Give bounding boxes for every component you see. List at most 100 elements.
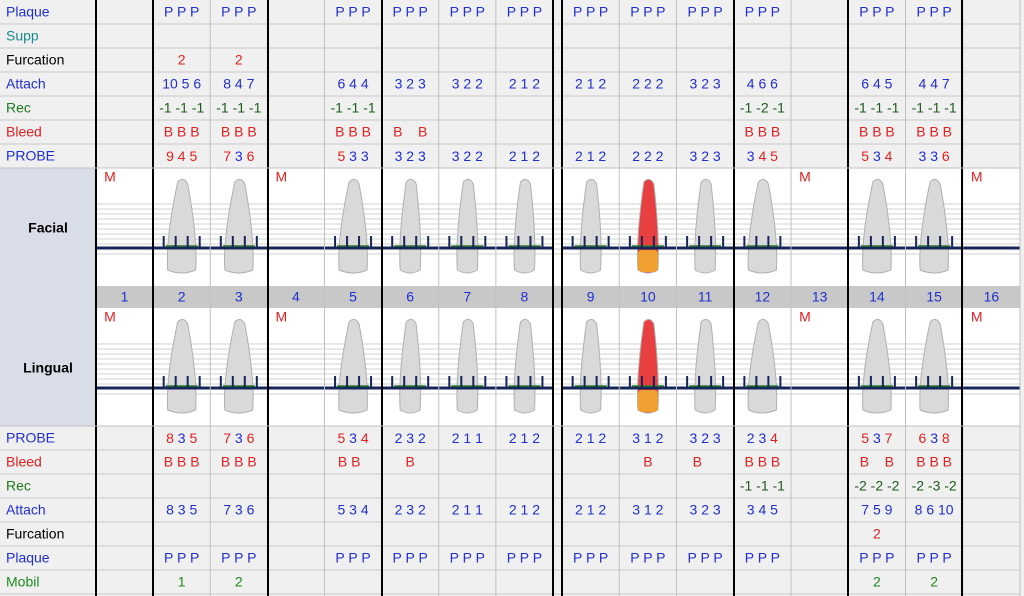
cell-value: P P P <box>687 550 722 566</box>
cell-value: P P P <box>393 4 428 20</box>
missing-mark: M <box>971 309 983 325</box>
row-label: Mobil <box>6 574 39 590</box>
probe-depth: 2 <box>598 148 606 164</box>
tooth <box>399 178 422 274</box>
probe-depth: 2 <box>656 430 664 446</box>
missing-mark: M <box>799 169 811 185</box>
cell-value: 9 4 5 <box>166 148 197 164</box>
probe-depth: 4 <box>758 148 770 164</box>
row-label: Furcation <box>6 526 64 542</box>
restoration <box>637 250 658 272</box>
probe-depth: 4 <box>885 148 893 164</box>
cell-value: 2 1 2 <box>509 148 540 164</box>
cell-value: P P P <box>221 4 256 20</box>
cell-value: 2 <box>235 52 243 68</box>
probe-depth: 4 <box>178 148 190 164</box>
restoration <box>637 390 658 412</box>
tooth <box>399 318 422 414</box>
probe-depth: 3 <box>690 430 702 446</box>
cell-value: 6 4 4 <box>337 76 368 92</box>
cell-value: P P P <box>745 550 780 566</box>
probe-depth: 5 <box>337 430 349 446</box>
cell-value: 2 3 2 <box>395 430 426 446</box>
row-label: Furcation <box>6 52 64 68</box>
cell-value: 2 3 4 <box>747 430 778 446</box>
probe-depth: 5 <box>770 148 778 164</box>
cell-value: 4 4 7 <box>919 76 950 92</box>
cell-value: -1 -1 -1 <box>854 100 899 116</box>
cell-value: B B B <box>221 454 257 470</box>
probe-depth: 5 <box>861 430 873 446</box>
missing-mark: M <box>799 309 811 325</box>
probe-depth: 3 <box>235 430 247 446</box>
cell-value: 2 1 2 <box>575 76 606 92</box>
tooth-number: 6 <box>406 289 414 305</box>
probe-depth: 3 <box>713 430 721 446</box>
cell-value: 8 6 10 <box>915 502 954 518</box>
missing-mark: M <box>276 309 288 325</box>
probe-depth: 2 <box>509 430 521 446</box>
cell-value: 2 <box>178 52 186 68</box>
probe-depth: 1 <box>644 430 656 446</box>
cell-value: 5 3 4 <box>861 148 892 164</box>
cell-value: -1 -2 -1 <box>740 100 785 116</box>
cell-value: P P P <box>916 550 951 566</box>
probe-depth: 6 <box>247 430 255 446</box>
probe-depth: 3 <box>418 148 426 164</box>
tooth-number: 13 <box>812 289 828 305</box>
cell-value: 1 <box>178 574 186 590</box>
number-row-bg <box>96 286 1020 308</box>
cell-value: P P P <box>164 4 199 20</box>
tooth-number: 11 <box>698 289 713 305</box>
probe-depth: 7 <box>885 430 893 446</box>
cell-value: 3 4 5 <box>747 148 778 164</box>
tooth <box>513 178 536 274</box>
tooth <box>862 178 892 274</box>
probe-depth: 3 <box>632 430 644 446</box>
probe-depth: 3 <box>873 430 885 446</box>
probe-depth: 2 <box>395 430 407 446</box>
probe-depth: 2 <box>418 430 426 446</box>
probe-depth: 1 <box>587 148 599 164</box>
row-label: PROBE <box>6 148 55 164</box>
probe-depth: 3 <box>747 148 759 164</box>
row-label: Supp <box>6 28 39 44</box>
label-panel <box>0 168 96 426</box>
probe-depth: 3 <box>713 148 721 164</box>
tooth-number: 4 <box>292 289 300 305</box>
section-label: Facial <box>28 220 68 236</box>
probe-depth: 6 <box>919 430 931 446</box>
cell-value: 3 2 2 <box>452 76 483 92</box>
cell-value: P P P <box>573 4 608 20</box>
cell-value: B B B <box>335 124 371 140</box>
cell-value: P P P <box>859 550 894 566</box>
probe-depth: 3 <box>178 430 190 446</box>
probe-depth: 1 <box>521 430 533 446</box>
cell-value: 8 3 5 <box>166 430 197 446</box>
probe-depth: 7 <box>223 148 235 164</box>
cell-value: 7 3 6 <box>223 148 254 164</box>
probe-depth: 2 <box>644 148 656 164</box>
tooth-number: 12 <box>755 289 771 305</box>
tooth <box>166 178 197 274</box>
probe-depth: 3 <box>361 148 369 164</box>
missing-mark: M <box>104 309 116 325</box>
probe-depth: 2 <box>598 430 606 446</box>
cell-value: -2 -2 -2 <box>854 478 899 494</box>
cell-value: 5 3 4 <box>337 502 368 518</box>
probe-depth: 1 <box>475 430 483 446</box>
tooth <box>862 318 892 414</box>
cell-value: 3 2 3 <box>690 430 721 446</box>
missing-mark: M <box>971 169 983 185</box>
cell-value: -1 -1 -1 <box>740 478 785 494</box>
row-label: Bleed <box>6 454 42 470</box>
cell-value: P P P <box>630 550 665 566</box>
probe-depth: 2 <box>475 148 483 164</box>
cell-value: 3 2 3 <box>395 76 426 92</box>
cell-value: B B B <box>221 124 257 140</box>
cell-value: 2 1 1 <box>452 502 483 518</box>
cell-value: P P P <box>221 550 256 566</box>
tooth <box>338 178 368 274</box>
probe-depth: 3 <box>873 148 885 164</box>
